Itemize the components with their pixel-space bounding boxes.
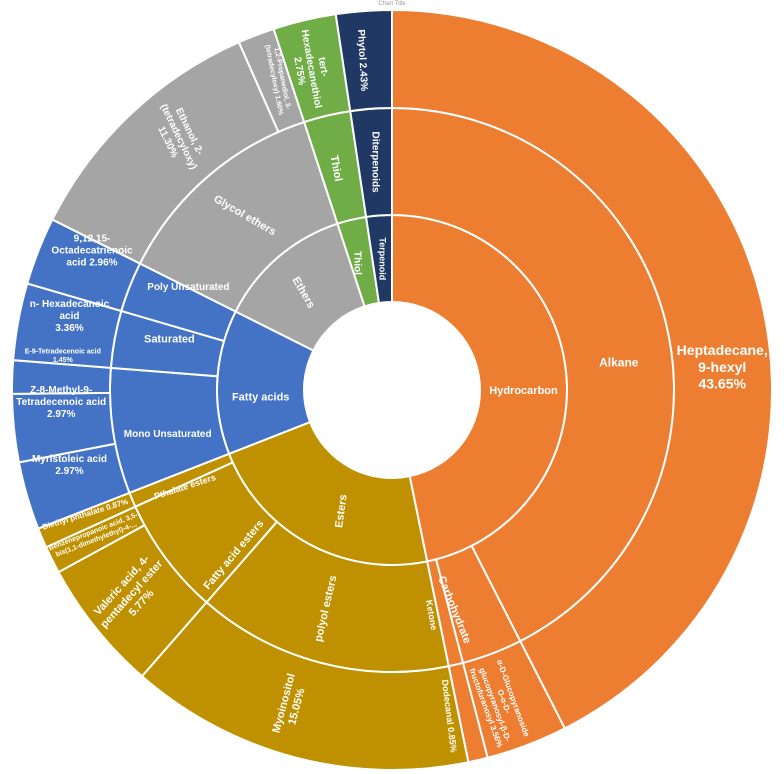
outer-label-myristoleic: Myristoleic acid 2.97% xyxy=(32,454,107,477)
inner-label-fatty-acids: Fatty acids xyxy=(232,392,289,404)
middle-label-saturated: Saturated xyxy=(144,333,195,345)
outer-label-hexadecanoic: n- Hexadecanoic acid 3.36% xyxy=(30,299,110,334)
outer-label-e9-tetradecenoic: E-9-Tetradecenoic acid 1.45% xyxy=(25,349,101,364)
outer-label-octadecatrienoic: 9,12,15-Octadecatrienoic acid 2.96% xyxy=(51,234,133,269)
outer-label-heptadecane: Heptadecane, 9-hexyl 43.65% xyxy=(677,342,768,392)
middle-label-diterpenoids: Diterpenoids xyxy=(370,131,381,193)
outer-label-z8-methyl: Z-8-Methyl-9-Tetradecenoic acid 2.97% xyxy=(16,385,106,420)
outer-segment-phytol-2-43[interactable] xyxy=(334,8,393,113)
middle-label-alkane: Alkane xyxy=(599,355,639,369)
outer-label-phytol: Phytol 2.43% xyxy=(355,29,369,91)
inner-label-esters: Esters xyxy=(333,494,350,529)
inner-label-thiol: Thiol xyxy=(351,251,362,275)
middle-label-poly-unsaturated: Poly Unsaturated xyxy=(147,282,229,293)
sunburst-segments xyxy=(11,8,773,771)
inner-label-terpenoid: Terpenoid xyxy=(378,237,388,280)
middle-label-thiol-2: Thiol xyxy=(328,154,344,182)
middle-label-mono-unsaturated: Mono Unsaturated xyxy=(124,429,212,440)
inner-label-hydrocarbon: Hydrocarbon xyxy=(489,385,558,397)
outer-segment-heptadecane-9-hexyl-43-65[interactable] xyxy=(391,8,773,730)
chart-title: Chart Title xyxy=(378,1,406,7)
